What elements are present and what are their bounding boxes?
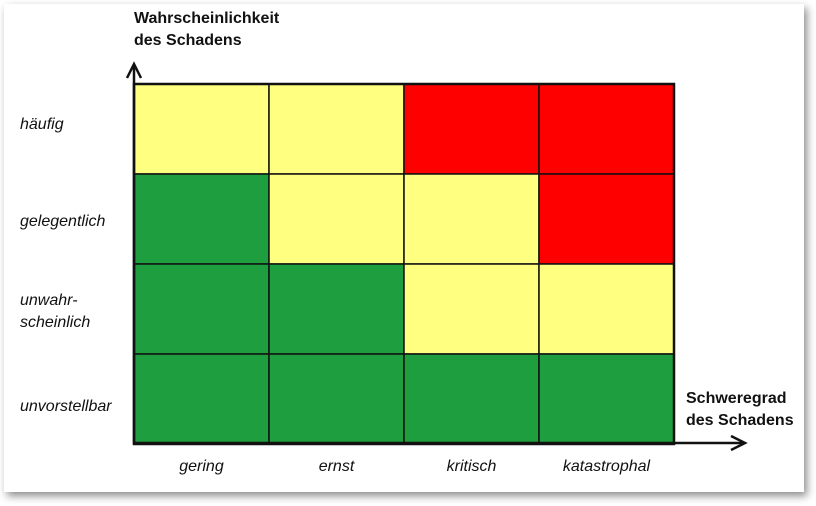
matrix-cell-red — [403, 83, 540, 175]
x-axis-title-line1: Schweregrad — [686, 390, 787, 407]
matrix-cell-yellow — [403, 263, 540, 355]
column-label-gering: gering — [179, 458, 224, 475]
row-label-text: gelegentlich — [20, 213, 106, 230]
x-axis-title: Schweregrad des Schadens — [686, 388, 794, 432]
row-label-unwahrscheinlich: unwahr- scheinlich — [20, 290, 90, 334]
y-axis-arrowhead — [125, 61, 143, 79]
y-axis-title: Wahrscheinlichkeit des Schadens — [134, 8, 279, 52]
y-axis-title-line2: des Schadens — [134, 32, 242, 49]
matrix-cells — [132, 82, 676, 446]
matrix-cell-green — [133, 353, 270, 445]
x-axis-arrowhead — [730, 434, 748, 452]
row-label-text: häufig — [20, 116, 64, 133]
matrix-cell-green — [403, 353, 540, 445]
matrix-cell-yellow — [133, 83, 270, 175]
matrix-cell-yellow — [268, 173, 405, 265]
row-label-text: unvorstellbar — [20, 398, 112, 415]
matrix-cell-red — [538, 173, 675, 265]
y-axis-title-line1: Wahrscheinlichkeit — [134, 10, 280, 27]
matrix-cell-green — [538, 353, 675, 445]
matrix-cell-yellow — [403, 173, 540, 265]
row-label-text-line2: scheinlich — [20, 314, 91, 331]
matrix-cell-yellow — [268, 83, 405, 175]
row-label-gelegentlich: gelegentlich — [20, 211, 105, 233]
column-label-kritisch: kritisch — [446, 458, 497, 475]
matrix-cell-green — [268, 353, 405, 445]
matrix-cell-green — [133, 263, 270, 355]
row-label-haeufig: häufig — [20, 114, 64, 136]
x-axis-title-line2: des Schadens — [686, 412, 794, 429]
matrix-cell-green — [133, 173, 270, 265]
column-label-ernst: ernst — [318, 458, 355, 475]
row-label-unvorstellbar: unvorstellbar — [20, 396, 112, 418]
matrix-cell-green — [268, 263, 405, 355]
row-label-text: unwahr- — [20, 292, 78, 309]
column-label-katastrophal: katastrophal — [562, 458, 651, 475]
matrix-cell-red — [538, 83, 675, 175]
matrix-cell-yellow — [538, 263, 675, 355]
